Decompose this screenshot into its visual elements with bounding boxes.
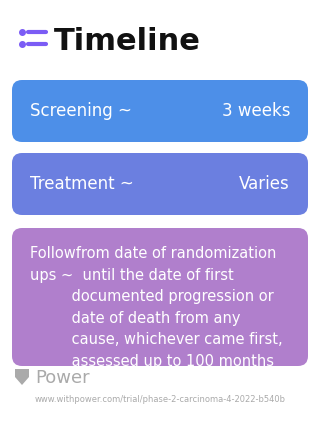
Text: 3 weeks: 3 weeks [221, 102, 290, 120]
Text: Varies: Varies [239, 175, 290, 193]
Text: Followfrom date of randomization
ups ~  until the date of first
         documen: Followfrom date of randomization ups ~ u… [30, 246, 283, 369]
Text: Screening ~: Screening ~ [30, 102, 132, 120]
Text: Treatment ~: Treatment ~ [30, 175, 134, 193]
Polygon shape [15, 369, 29, 385]
Text: Power: Power [35, 369, 90, 387]
FancyBboxPatch shape [12, 228, 308, 366]
Text: Timeline: Timeline [54, 26, 201, 56]
FancyBboxPatch shape [12, 153, 308, 215]
FancyBboxPatch shape [12, 80, 308, 142]
Text: www.withpower.com/trial/phase-2-carcinoma-4-2022-b540b: www.withpower.com/trial/phase-2-carcinom… [35, 396, 285, 405]
